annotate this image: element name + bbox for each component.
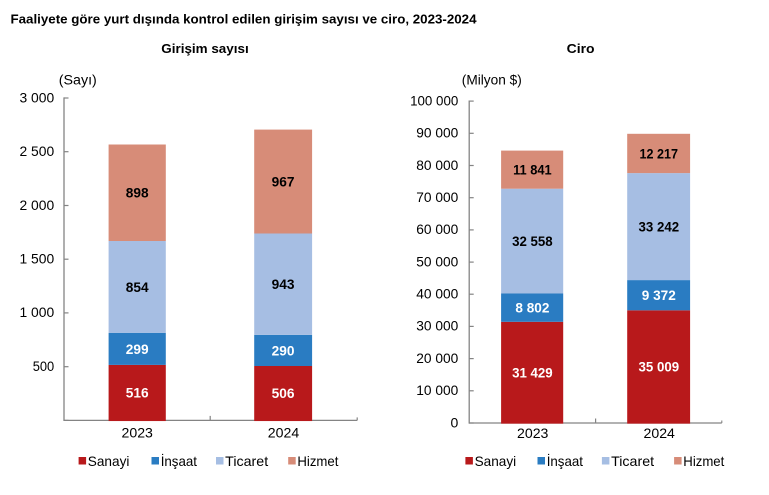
svg-text:500: 500 [33,359,55,374]
svg-text:290: 290 [272,343,295,358]
svg-text:2024: 2024 [644,425,676,441]
svg-text:2023: 2023 [517,425,549,441]
svg-text:60 000: 60 000 [416,222,458,237]
svg-text:854: 854 [126,280,149,295]
svg-text:50 000: 50 000 [416,254,458,269]
svg-text:1 000: 1 000 [20,305,55,320]
svg-text:2 500: 2 500 [20,144,55,159]
svg-text:(Milyon $): (Milyon $) [462,72,522,87]
svg-text:516: 516 [126,386,149,401]
svg-text:Ciro: Ciro [567,41,595,56]
svg-text:33 242: 33 242 [639,220,680,235]
svg-text:31 429: 31 429 [512,365,553,380]
svg-text:1 500: 1 500 [20,252,55,267]
svg-text:70 000: 70 000 [416,190,458,205]
svg-text:8 802: 8 802 [515,301,549,316]
svg-text:10 000: 10 000 [416,383,458,398]
svg-text:90 000: 90 000 [416,126,458,141]
svg-text:Sanayi: Sanayi [88,453,130,469]
svg-text:32 558: 32 558 [512,234,553,249]
svg-text:30 000: 30 000 [416,319,458,334]
svg-text:2023: 2023 [122,425,154,441]
svg-text:Sanayi: Sanayi [475,453,517,469]
svg-text:Faaliyete göre yurt dışında ko: Faaliyete göre yurt dışında kontrol edil… [11,12,478,27]
svg-text:40 000: 40 000 [416,287,458,302]
svg-text:506: 506 [272,386,295,401]
svg-text:Hizmet: Hizmet [297,453,338,469]
svg-text:100 000: 100 000 [410,93,458,108]
svg-text:Girişim sayısı: Girişim sayısı [161,41,248,56]
svg-text:Ticaret: Ticaret [225,453,268,469]
svg-text:İnşaat: İnşaat [547,452,583,469]
svg-text:İnşaat: İnşaat [161,452,197,469]
svg-text:Hizmet: Hizmet [683,453,724,469]
svg-text:80 000: 80 000 [416,158,458,173]
svg-text:2 000: 2 000 [20,198,55,213]
svg-text:20 000: 20 000 [416,351,458,366]
svg-text:943: 943 [272,277,295,292]
svg-text:11 841: 11 841 [513,163,552,178]
svg-text:Ticaret: Ticaret [611,453,654,469]
svg-text:(Sayı): (Sayı) [59,72,97,87]
svg-text:0: 0 [451,415,459,430]
svg-text:898: 898 [126,186,149,201]
svg-text:2024: 2024 [268,425,300,441]
svg-text:9 372: 9 372 [642,288,676,303]
svg-text:35 009: 35 009 [639,360,680,375]
svg-text:967: 967 [272,175,295,190]
svg-text:12 217: 12 217 [640,146,679,161]
svg-text:299: 299 [126,342,149,357]
svg-text:3 000: 3 000 [20,90,55,105]
